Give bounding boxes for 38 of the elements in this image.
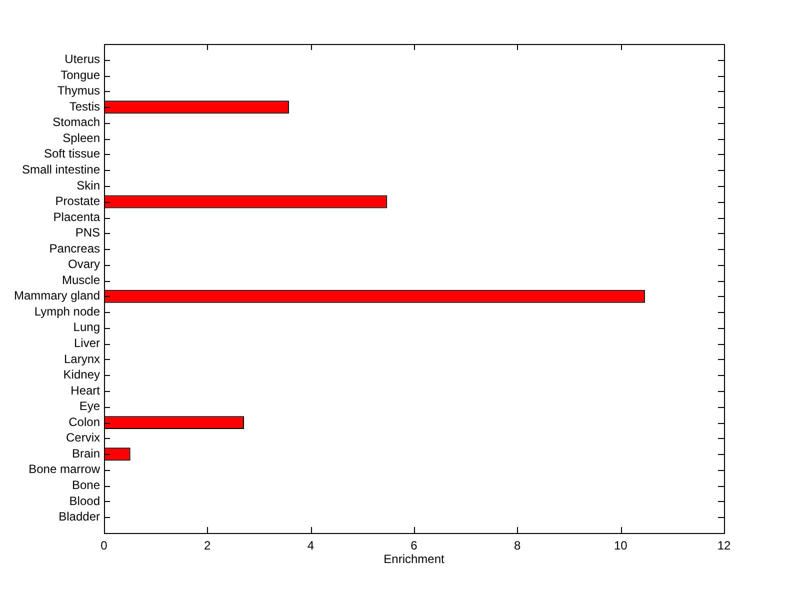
- y-tick-label: Kidney: [63, 368, 100, 382]
- y-tick-label: Larynx: [64, 352, 100, 366]
- y-tick-label: Colon: [68, 414, 100, 429]
- y-tick-label: Liver: [74, 336, 100, 350]
- x-tick-label: 6: [410, 538, 418, 553]
- y-tick-label: Testis: [69, 99, 100, 114]
- y-tick-label: Ovary: [68, 257, 100, 272]
- y-tick-label: Uterus: [64, 52, 100, 66]
- y-tick-label: Heart: [70, 383, 101, 398]
- y-tick-label: Pancreas: [49, 241, 100, 256]
- y-tick-label: Blood: [69, 494, 100, 508]
- y-tick-label: Lymph node: [34, 304, 100, 318]
- x-tick-label: 8: [514, 538, 521, 553]
- y-tick-label: Bone: [72, 478, 100, 492]
- y-tick-label: Thymus: [57, 84, 100, 98]
- x-tick-label: 0: [100, 538, 108, 553]
- y-tick-label: Bone marrow: [28, 462, 100, 476]
- y-tick-label: Stomach: [52, 115, 100, 130]
- y-tick-label: Brain: [72, 446, 100, 460]
- y-tick-label: Mammary gland: [14, 288, 100, 303]
- y-tick-label: Lung: [73, 320, 100, 334]
- y-tick-label: Cervix: [66, 430, 100, 445]
- y-tick-label: Skin: [76, 178, 100, 192]
- y-tick-label: Prostate: [55, 194, 100, 208]
- x-tick-label: 10: [614, 538, 628, 553]
- x-tick-label: 4: [307, 538, 314, 553]
- y-tick-label: Spleen: [62, 130, 100, 145]
- y-tick-label: Soft tissue: [44, 146, 100, 161]
- y-tick-label: PNS: [75, 226, 100, 240]
- y-tick-label: Placenta: [53, 210, 100, 224]
- x-axis-title: Enrichment: [384, 552, 446, 566]
- y-tick-label: Muscle: [62, 272, 100, 287]
- x-tick-label: 2: [204, 538, 211, 553]
- y-tick-label: Bladder: [58, 510, 100, 524]
- x-tick-label: 12: [717, 538, 731, 553]
- y-tick-label: Tongue: [60, 68, 100, 82]
- y-tick-label: Small intestine: [22, 162, 100, 177]
- y-tick-label: Eye: [79, 399, 100, 414]
